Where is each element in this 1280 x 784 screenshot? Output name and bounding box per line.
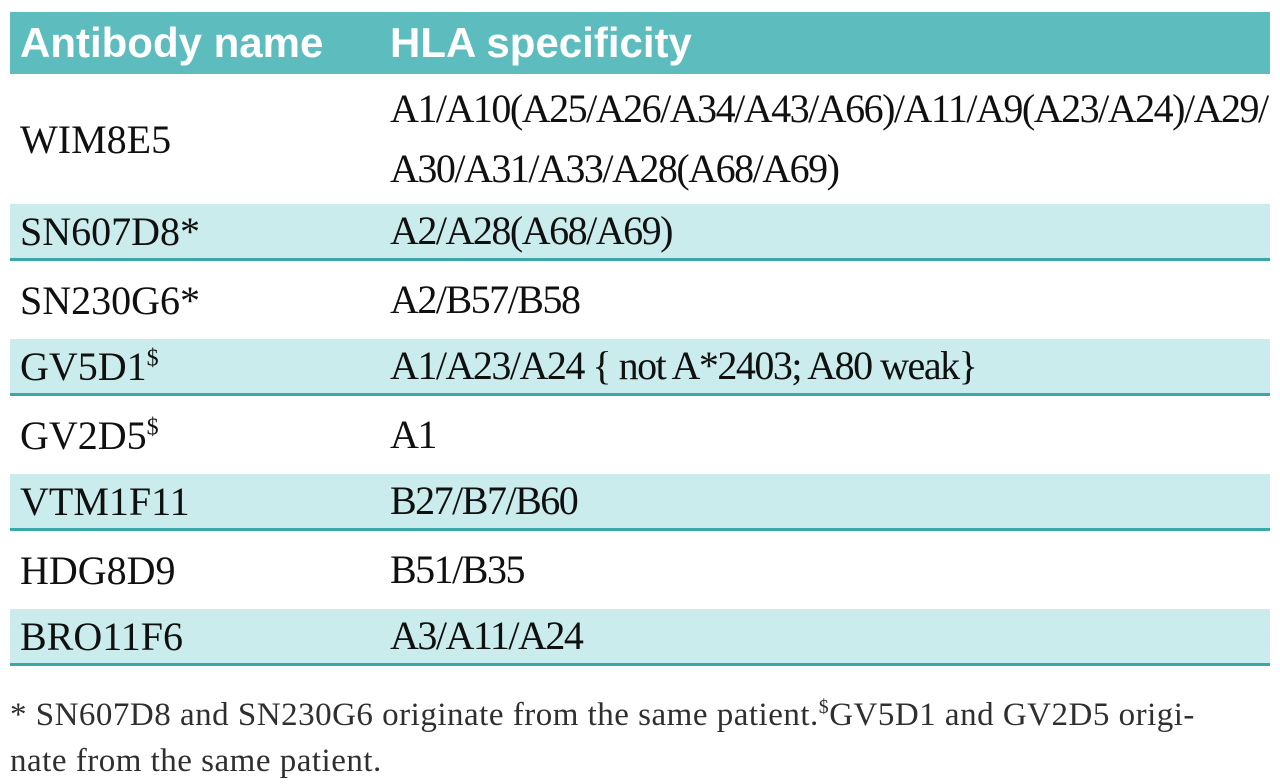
antibody-name: SN230G6* [20,277,201,323]
footnote-text-part1: * SN607D8 and SN230G6 originate from the… [10,697,819,733]
table-row: BRO11F6 A3/A11/A24 [10,609,1270,666]
antibody-name: GV5D1 [20,343,147,389]
antibody-name: GV2D5 [20,412,147,458]
hla-specificity-cell: B27/B7/B60 [390,478,579,523]
antibody-name-cell: SN607D8* [20,208,390,255]
hla-specificity-cell: A2/A28(A68/A69) [390,208,673,253]
hla-specificity-cell: A1 [390,412,437,457]
table-row: WIM8E5 A1/A10(A25/A26/A34/A43/A66)/A11/A… [10,74,1270,204]
antibody-name: VTM1F11 [20,478,190,524]
antibody-name-cell: VTM1F11 [20,478,390,525]
hla-specificity-cell: A3/A11/A24 [390,613,584,658]
table-row: GV5D1$ A1/A23/A24 { not A*2403; A80 weak… [10,339,1270,396]
table-footnote: * SN607D8 and SN230G6 originate from the… [10,692,1272,784]
hla-specificity-cell: B51/B35 [390,547,525,592]
antibody-name-cell: BRO11F6 [20,613,390,660]
antibody-name-superscript: $ [146,414,159,441]
antibody-name-cell: SN230G6* [20,277,390,324]
column-header-hla-specificity: HLA specificity [390,19,692,66]
table-row: GV2D5$ A1 [10,396,1270,474]
antibody-name: BRO11F6 [20,613,184,659]
table-row: SN607D8* A2/A28(A68/A69) [10,204,1270,261]
hla-specificity-cell: A1/A10(A25/A26/A34/A43/A66)/A11/A9(A23/A… [390,86,1269,191]
antibody-name-cell: HDG8D9 [20,547,390,594]
antibody-name: WIM8E5 [20,116,172,162]
antibody-name-superscript: $ [146,345,159,372]
antibody-name: HDG8D9 [20,547,176,593]
table-row: SN230G6* A2/B57/B58 [10,261,1270,339]
footnote-superscript: $ [818,696,830,718]
table-row: HDG8D9 B51/B35 [10,531,1270,609]
antibody-name-cell: GV2D5$ [20,412,390,459]
antibody-name: SN607D8* [20,208,201,254]
hla-specificity-cell: A2/B57/B58 [390,277,581,322]
antibody-hla-table: Antibody name HLA specificity WIM8E5 A1/… [10,12,1270,666]
hla-specificity-cell: A1/A23/A24 { not A*2403; A80 weak} [390,343,978,388]
table-row: VTM1F11 B27/B7/B60 [10,474,1270,531]
antibody-name-cell: WIM8E5 [20,116,390,163]
table-header-row: Antibody name HLA specificity [10,12,1270,74]
antibody-name-cell: GV5D1$ [20,343,390,390]
footnote-text-part2: GV5D1 and GV2D5 origi- nate from the sam… [10,697,1195,779]
column-header-antibody-name: Antibody name [20,19,324,66]
